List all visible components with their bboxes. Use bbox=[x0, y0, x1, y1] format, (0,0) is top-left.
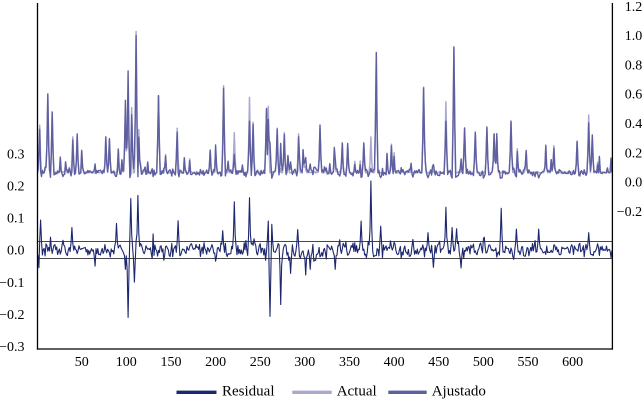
svg-text:250: 250 bbox=[250, 355, 271, 370]
svg-text:0.8: 0.8 bbox=[625, 58, 643, 73]
svg-text:0.1: 0.1 bbox=[7, 212, 25, 227]
svg-text:−0.2: −0.2 bbox=[0, 308, 25, 323]
svg-text:0.2: 0.2 bbox=[7, 180, 25, 195]
svg-text:1.2: 1.2 bbox=[625, 0, 643, 15]
svg-text:200: 200 bbox=[205, 355, 226, 370]
svg-text:0.0: 0.0 bbox=[7, 244, 25, 259]
svg-text:350: 350 bbox=[339, 355, 360, 370]
svg-text:600: 600 bbox=[562, 355, 583, 370]
svg-text:150: 150 bbox=[161, 355, 182, 370]
svg-text:550: 550 bbox=[518, 355, 539, 370]
svg-text:0.3: 0.3 bbox=[7, 147, 25, 162]
svg-text:0.4: 0.4 bbox=[625, 117, 643, 132]
svg-text:0.2: 0.2 bbox=[625, 146, 643, 161]
svg-text:50: 50 bbox=[75, 355, 89, 370]
svg-text:Residual: Residual bbox=[222, 384, 275, 400]
svg-text:−0.3: −0.3 bbox=[0, 340, 25, 355]
svg-text:Ajustado: Ajustado bbox=[432, 384, 486, 400]
svg-text:Actual: Actual bbox=[337, 384, 377, 400]
svg-text:400: 400 bbox=[384, 355, 405, 370]
svg-text:450: 450 bbox=[428, 355, 449, 370]
svg-text:0.6: 0.6 bbox=[625, 88, 643, 103]
svg-text:−0.2: −0.2 bbox=[617, 205, 642, 220]
svg-text:1.0: 1.0 bbox=[625, 29, 643, 44]
svg-text:−0.1: −0.1 bbox=[0, 276, 25, 291]
svg-text:0.0: 0.0 bbox=[625, 176, 643, 191]
svg-text:300: 300 bbox=[294, 355, 315, 370]
svg-text:500: 500 bbox=[473, 355, 494, 370]
svg-text:100: 100 bbox=[116, 355, 137, 370]
